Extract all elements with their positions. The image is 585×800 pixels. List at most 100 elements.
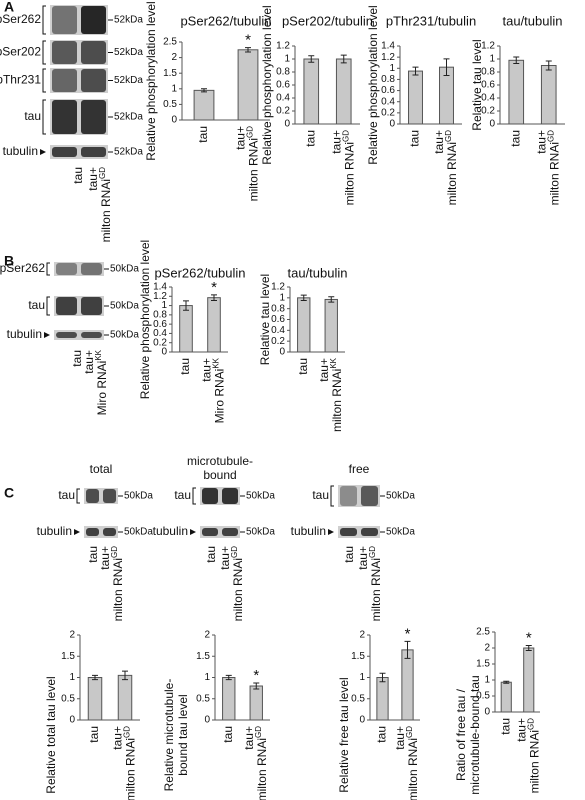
category-sup: GD — [110, 546, 119, 558]
y-tick-label: 0.5 — [61, 693, 75, 704]
y-tick-label: 1 — [489, 54, 495, 65]
y-axis-label: Relative tau level — [470, 39, 484, 130]
category-label: tau — [375, 726, 389, 743]
y-tick-label: 0 — [489, 119, 495, 130]
category-text: tau+ — [218, 546, 232, 570]
category-label: milton RNAiGD — [245, 126, 261, 202]
y-tick-label: 0 — [279, 347, 285, 358]
category-label: tau — [221, 726, 235, 743]
category-text: Miro RNAi — [95, 361, 109, 416]
blot-row-label: pThr231 — [0, 73, 41, 87]
category-text: tau+ — [86, 167, 100, 191]
y-tick-label: 2 — [359, 630, 365, 641]
y-tick-label: 0.8 — [276, 67, 290, 78]
blot-bracket — [46, 262, 50, 276]
category-label: Miro RNAiKK — [94, 349, 110, 415]
category-label: milton RNAiGD — [526, 718, 542, 794]
y-axis-label: Relative free tau level — [337, 677, 351, 792]
category-text: tau — [408, 130, 422, 147]
y-tick-label: 0.5 — [163, 99, 177, 110]
size-label: 52kDa — [114, 147, 143, 158]
significance-mark: * — [211, 279, 217, 296]
y-axis-label: microtubule-bound tau — [468, 675, 482, 794]
blot-band — [86, 528, 99, 536]
y-tick-label: 0 — [359, 715, 365, 726]
panel-letter: B — [4, 253, 14, 269]
blot-band — [52, 69, 77, 92]
y-tick-label: 0 — [389, 119, 395, 130]
blot-band — [81, 100, 106, 134]
blot-band — [103, 489, 116, 503]
blot-arrow — [74, 529, 80, 535]
blot-band — [81, 297, 102, 315]
y-axis-label: Relative phosphorylation level — [366, 5, 380, 164]
category-label: milton RNAiGD — [546, 130, 562, 206]
y-tick-label: 0.2 — [276, 106, 290, 117]
category-text: tau+ — [534, 130, 548, 154]
category-label: tau — [178, 358, 192, 375]
category-label: tau+ — [514, 718, 528, 742]
error-bar — [225, 674, 232, 681]
category-label: Miro RNAiKK — [211, 357, 227, 423]
y-tick-label: 1.2 — [481, 41, 495, 52]
category-sup: GD — [245, 126, 254, 138]
category-text: tau+ — [98, 546, 112, 570]
category-label: tau — [196, 126, 210, 143]
y-tick-label: 0.8 — [271, 303, 285, 314]
size-label: 52kDa — [114, 15, 143, 26]
size-label: 52kDa — [114, 47, 143, 58]
size-label: 52kDa — [114, 112, 143, 123]
y-tick-label: 1.2 — [381, 52, 395, 63]
blot-bracket — [42, 40, 46, 65]
y-tick-label: 0.6 — [276, 80, 290, 91]
category-text: milton RNAi — [342, 142, 356, 205]
blot-row-label: tubulin — [37, 524, 72, 538]
category-label: tau+ — [329, 130, 343, 154]
category-label: tau+ — [393, 726, 407, 750]
significance-mark: * — [253, 667, 259, 684]
size-label: 50kDa — [386, 491, 415, 502]
category-sup: GD — [444, 130, 453, 142]
blot-band — [56, 297, 77, 315]
error-bar — [245, 47, 251, 53]
y-tick-label: 0.4 — [481, 93, 495, 104]
blot-band — [202, 488, 218, 504]
category-text: milton RNAi — [406, 738, 420, 800]
size-label: 50kDa — [124, 491, 153, 502]
panel-letter: A — [4, 0, 14, 15]
category-text: milton RNAi — [124, 738, 138, 800]
category-text: tau — [86, 546, 100, 563]
category-sup: GD — [368, 546, 377, 558]
bar — [500, 681, 512, 713]
y-tick-label: 1 — [284, 54, 290, 65]
category-text: tau+ — [356, 546, 370, 570]
blot-row-label: tau — [24, 109, 41, 123]
blot-band — [340, 528, 357, 536]
blot-row-label: tubulin — [291, 524, 326, 538]
category-text: tau — [508, 130, 522, 147]
category-text: milton RNAi — [527, 730, 541, 793]
y-tick-label: 0 — [161, 347, 167, 358]
blot-title: total — [90, 462, 113, 476]
y-tick-label: 2 — [484, 643, 490, 654]
blot-title: microtubule- — [187, 454, 253, 468]
blot-row-label: pSer262 — [0, 261, 45, 275]
y-tick-label: 0 — [69, 715, 75, 726]
category-label: tau+ — [534, 130, 548, 154]
blot-band — [52, 6, 77, 34]
y-tick-label: 1.5 — [163, 68, 177, 79]
bar — [303, 58, 320, 125]
category-text: tau+ — [393, 726, 407, 750]
category-label: tau+ — [242, 726, 256, 750]
category-sup: KK — [94, 349, 103, 360]
category-label: tau+ — [82, 350, 96, 374]
error-bar — [513, 56, 520, 65]
blot-band — [56, 332, 77, 338]
y-tick-label: 0.2 — [271, 336, 285, 347]
category-text: milton RNAi — [231, 558, 245, 621]
y-tick-label: 1 — [161, 300, 167, 311]
significance-mark: * — [526, 629, 532, 646]
blot-bracket — [330, 485, 334, 507]
y-tick-label: 1.4 — [381, 41, 395, 52]
error-bar — [443, 58, 450, 77]
